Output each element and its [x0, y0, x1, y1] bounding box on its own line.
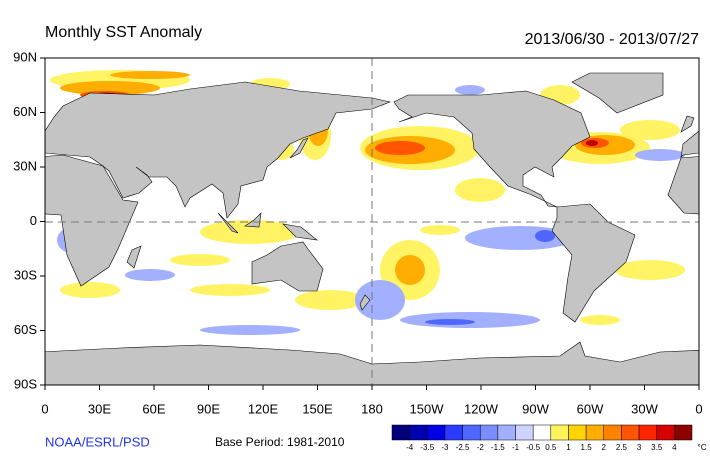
lon-label: 120E: [248, 401, 279, 416]
colorbar-label: -3: [441, 443, 449, 452]
colorbar-label: -3.5: [420, 443, 434, 452]
colorbar-swatch: [409, 424, 428, 441]
lat-label: 90S: [14, 376, 37, 391]
lat-label: 30N: [13, 158, 37, 173]
colorbar-swatch: [444, 424, 463, 441]
anomaly-field: [50, 70, 685, 335]
colorbar-swatch: [674, 424, 693, 441]
lon-label: 90E: [197, 401, 220, 416]
colorbar-swatch: [427, 424, 446, 441]
colorbar-swatch: [621, 424, 640, 441]
lon-label: 0: [41, 401, 48, 416]
lon-label: 0: [695, 401, 702, 416]
colorbar-label: 3.5: [651, 443, 663, 452]
colorbar-label: -4: [406, 443, 414, 452]
lon-label: 30E: [88, 401, 111, 416]
lon-label: 120W: [464, 401, 499, 416]
colorbar-swatch: [479, 424, 499, 441]
colorbar-label: -2: [477, 443, 485, 452]
lat-label: 30S: [14, 267, 37, 282]
colorbar-swatch: [603, 424, 622, 441]
credit: NOAA/ESRL/PSD: [45, 434, 150, 449]
colorbar-swatch: [391, 424, 410, 441]
title: Monthly SST Anomaly: [45, 24, 202, 41]
colorbar-label: 1: [566, 443, 571, 452]
colorbar-swatch: [497, 424, 516, 441]
colorbar-label: 0.5: [545, 443, 557, 452]
continents: [45, 72, 699, 385]
lon-label: 180: [361, 401, 383, 416]
lat-label: 0: [30, 213, 37, 228]
colorbar-label: 3: [637, 443, 642, 452]
lon-label: 60W: [577, 401, 604, 416]
axis-ticks: 90N 60N 30N 0 30S 60S 90S 0 30E 60E 90E 120E 150E 180…: [13, 49, 702, 416]
lon-label: 60E: [142, 401, 165, 416]
date-range: 2013/06/30 - 2013/07/27: [525, 31, 699, 48]
colorbar-swatch: [515, 424, 534, 441]
lat-label: 60S: [14, 322, 37, 337]
colorbar-unit: °C: [698, 443, 707, 452]
lat-label: 60N: [13, 104, 37, 119]
colorbar: -4 -3.5 -3 -2.5 -2 -1.5 -1 -0.5 0.5 1 1.5 2 2.5 3 3.5 4…: [391, 424, 707, 452]
lon-label: 150W: [410, 401, 445, 416]
colorbar-label: -2.5: [456, 443, 470, 452]
colorbar-label: -1: [512, 443, 520, 452]
base-period: Base Period: 1981-2010: [215, 435, 345, 449]
colorbar-label: -0.5: [526, 443, 540, 452]
colorbar-swatch: [568, 424, 587, 441]
lat-label: 90N: [13, 49, 37, 64]
colorbar-swatch: [656, 424, 675, 441]
colorbar-swatch: [462, 424, 481, 441]
lon-label: 150E: [302, 401, 333, 416]
colorbar-label: 2.5: [616, 443, 628, 452]
colorbar-swatch: [532, 424, 552, 441]
lon-label: 30W: [631, 401, 658, 416]
colorbar-swatch: [638, 424, 657, 441]
colorbar-label: 1.5: [581, 443, 593, 452]
colorbar-label: -1.5: [491, 443, 505, 452]
lon-label: 90W: [522, 401, 549, 416]
colorbar-label: 4: [672, 443, 677, 452]
colorbar-label: 2: [602, 443, 607, 452]
colorbar-swatch: [550, 424, 569, 441]
colorbar-swatch: [585, 424, 605, 441]
